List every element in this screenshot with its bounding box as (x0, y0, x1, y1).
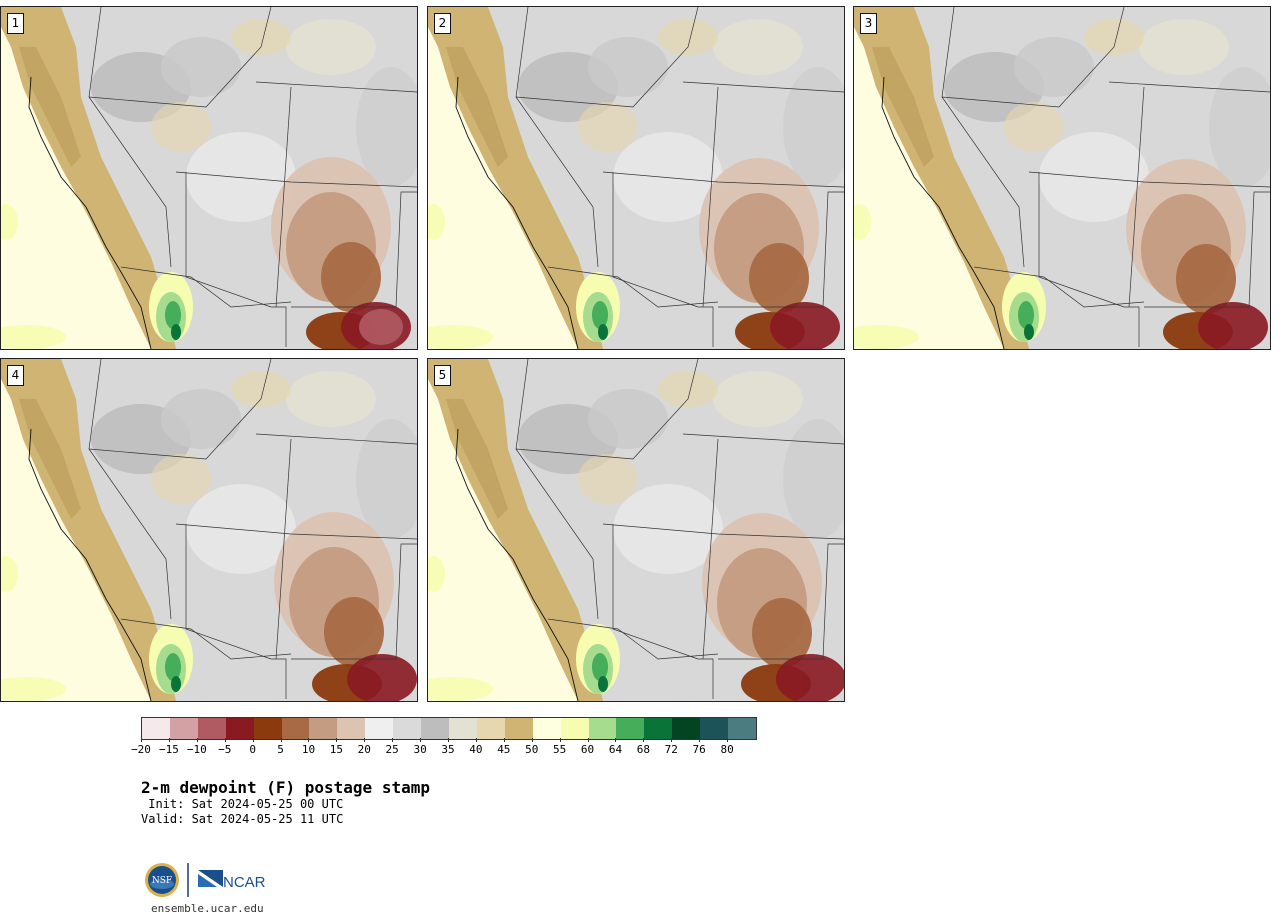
dewpoint-map (1, 359, 417, 701)
colorbar-tick (392, 738, 394, 742)
map-panel-5: 5 (427, 358, 845, 702)
panel-number-label: 5 (434, 365, 451, 386)
colorbar-swatch (253, 718, 282, 739)
website-link[interactable]: ensemble.ucar.edu (151, 902, 264, 915)
colorbar-swatch (560, 718, 589, 739)
colorbar-swatch (393, 718, 422, 739)
colorbar-tick (448, 738, 449, 742)
colorbar-swatch (588, 718, 617, 739)
colorbar-swatch (448, 718, 477, 739)
colorbar-tick-label: 68 (636, 743, 650, 756)
colorbar-tick (699, 738, 701, 742)
colorbar-ticks: −20 −15 −10 −5 0 5 10 15 20 25 30 35 40 45 50 55 60 64 68 7… (131, 738, 757, 758)
valid-time: Valid: Sat 2024-05-25 11 UTC (141, 812, 344, 826)
colorbar-swatch (616, 718, 645, 739)
colorbar-tick-label: 20 (357, 743, 371, 756)
colorbar-swatch (644, 718, 673, 739)
colorbar-tick-label: 76 (692, 743, 706, 756)
colorbar-tick (727, 738, 729, 742)
svg-text:NCAR: NCAR (223, 874, 266, 891)
panel-number-label: 3 (860, 13, 877, 34)
colorbar-tick (280, 738, 282, 742)
colorbar-tick-label: 72 (664, 743, 678, 756)
colorbar-tick (475, 738, 477, 742)
colorbar-tick (308, 738, 310, 742)
colorbar-tick (336, 738, 338, 742)
colorbar-tick-label: −10 (186, 743, 207, 756)
colorbar-tick-label: 64 (608, 743, 623, 756)
colorbar-swatch (225, 718, 254, 739)
colorbar-tick-label: 40 (469, 743, 483, 756)
colorbar-swatch (532, 718, 561, 739)
colorbar-tick (224, 738, 226, 742)
svg-text:NSF: NSF (152, 876, 172, 886)
colorbar-swatch (672, 718, 701, 739)
colorbar-tick-label: 10 (301, 743, 316, 756)
map-panel-1: 1 (0, 6, 418, 350)
dewpoint-map (428, 359, 844, 701)
colorbar-tick (643, 738, 645, 742)
colorbar-swatch (421, 718, 449, 739)
nsf-seal-icon: NSF (145, 863, 179, 897)
map-panel-4: 4 (0, 358, 418, 702)
colorbar-tick-label: −5 (218, 743, 232, 756)
colorbar-swatch (365, 718, 394, 739)
colorbar-swatch (309, 718, 338, 739)
map-panel-2: 2 (427, 6, 845, 350)
colorbar-tick-label: 0 (249, 743, 256, 756)
colorbar-tick-label: 45 (497, 743, 511, 756)
colorbar-swatch (169, 718, 198, 739)
colorbar-tick (559, 738, 561, 742)
colorbar-tick (420, 738, 422, 742)
colorbar-tick (252, 738, 254, 742)
colorbar-tick-label: 50 (525, 743, 539, 756)
colorbar-swatch (700, 718, 729, 739)
colorbar-tick (503, 738, 505, 742)
colorbar-tick-label: 5 (277, 743, 284, 756)
dewpoint-map (854, 7, 1270, 349)
colorbar-tick-label: 80 (720, 743, 734, 756)
colorbar-tick (587, 738, 589, 742)
colorbar-tick-label: 55 (553, 743, 567, 756)
colorbar-swatch (142, 718, 170, 739)
colorbar-tick (531, 738, 533, 742)
colorbar-swatch (728, 718, 756, 739)
colorbar-swatch (504, 718, 533, 739)
colorbar-tick (141, 738, 142, 742)
colorbar-tick-label: −20 (131, 743, 151, 756)
colorbar-tick-label: 35 (441, 743, 455, 756)
dewpoint-map (1, 7, 417, 349)
colorbar-swatch (476, 718, 505, 739)
ncar-logo-icon: NCAR (198, 870, 266, 891)
panel-number-label: 4 (7, 365, 24, 386)
panel-number-label: 1 (7, 13, 24, 34)
colorbar-tick (671, 738, 673, 742)
colorbar-tick (196, 738, 198, 742)
colorbar-tick (168, 738, 170, 742)
colorbar-tick (364, 738, 366, 742)
colorbar-swatch (197, 718, 226, 739)
colorbar-tick (615, 738, 617, 742)
panel-number-label: 2 (434, 13, 451, 34)
init-time: Init: Sat 2024-05-25 00 UTC (141, 797, 344, 811)
colorbar-swatch (281, 718, 310, 739)
chart-title: 2-m dewpoint (F) postage stamp (141, 778, 430, 797)
nsf-ncar-logo: NSF NCAR (143, 860, 273, 900)
colorbar-tick-label: 30 (413, 743, 427, 756)
map-panel-3: 3 (853, 6, 1271, 350)
colorbar-tick-label: 60 (580, 743, 595, 756)
colorbar-tick-label: 15 (329, 743, 343, 756)
colorbar-swatch (337, 718, 366, 739)
colorbar (141, 717, 757, 740)
dewpoint-map (428, 7, 844, 349)
colorbar-tick-label: −15 (158, 743, 179, 756)
colorbar-tick-label: 25 (385, 743, 399, 756)
